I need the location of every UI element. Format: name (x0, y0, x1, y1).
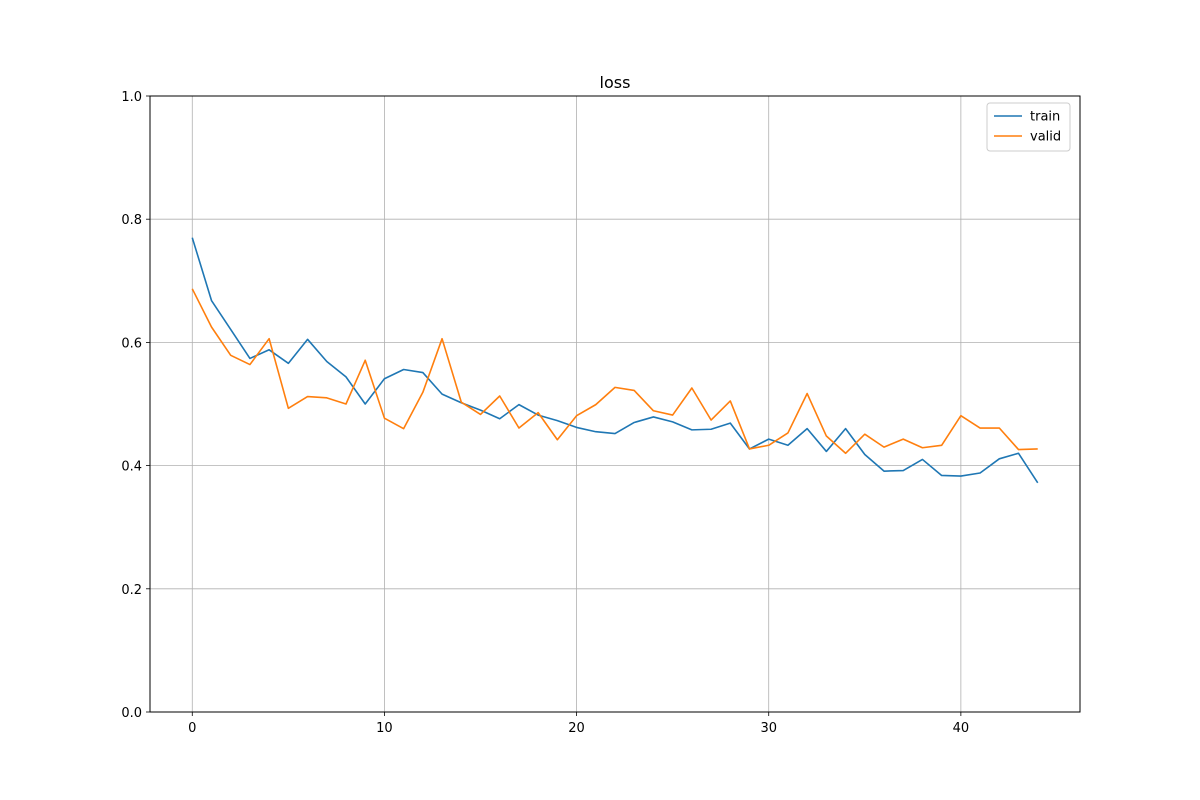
y-tick-label: 0.2 (121, 583, 142, 598)
series-line-train (191, 237, 1039, 484)
y-tick-label: 0.0 (121, 706, 142, 721)
x-tick-label: 40 (953, 721, 970, 736)
x-tick-label: 10 (376, 721, 393, 736)
chart-title: loss (600, 73, 631, 92)
y-tick-label: 1.0 (121, 90, 142, 105)
legend-label-train: train (1030, 110, 1060, 125)
y-tick-label: 0.6 (121, 336, 142, 351)
x-tick-label: 0 (188, 721, 196, 736)
series-lines (191, 237, 1039, 484)
x-tick-label: 30 (760, 721, 777, 736)
legend-label-valid: valid (1030, 130, 1061, 145)
y-tick-label: 0.4 (121, 460, 142, 475)
plot-area-frame (149, 95, 1081, 713)
legend: train valid (986, 102, 1071, 152)
series-line-valid (191, 288, 1038, 455)
x-tick-label: 20 (568, 721, 585, 736)
legend-box (986, 102, 1071, 152)
axis-ticks: 0 10 20 30 40 0.0 0.2 0.4 0.6 0.8 1.0 (121, 90, 969, 736)
y-tick-label: 0.8 (121, 213, 142, 228)
